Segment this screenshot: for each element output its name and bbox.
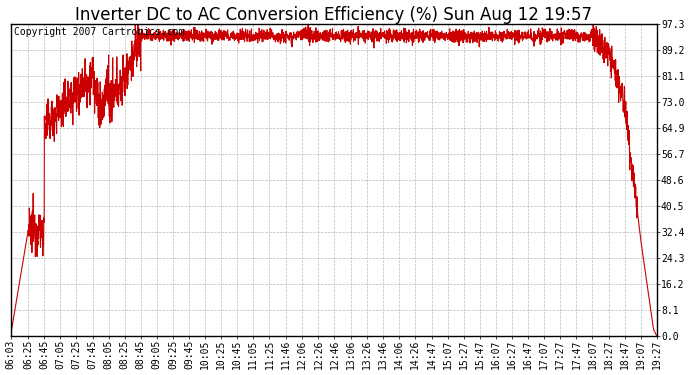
Title: Inverter DC to AC Conversion Efficiency (%) Sun Aug 12 19:57: Inverter DC to AC Conversion Efficiency … [75,6,592,24]
Text: Copyright 2007 Cartronics.com: Copyright 2007 Cartronics.com [14,27,184,37]
